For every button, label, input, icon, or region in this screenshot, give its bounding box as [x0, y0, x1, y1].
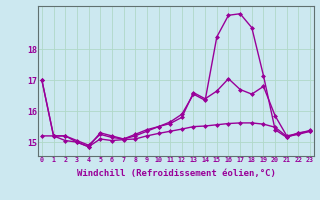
X-axis label: Windchill (Refroidissement éolien,°C): Windchill (Refroidissement éolien,°C): [76, 169, 276, 178]
